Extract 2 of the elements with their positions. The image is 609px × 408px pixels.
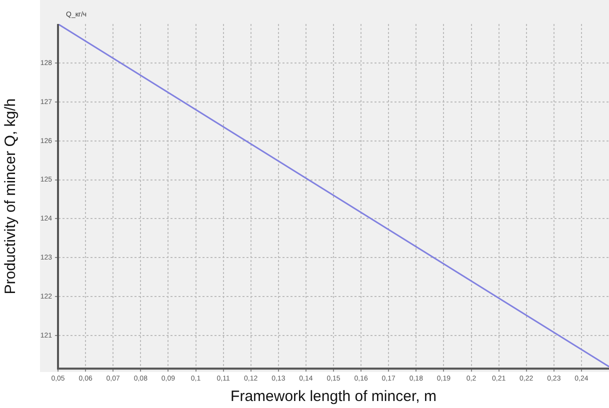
x-axis-title: Framework length of mincer, m bbox=[230, 388, 436, 406]
y-axis-title: Productivity of mincer Q, kg/h bbox=[2, 98, 20, 294]
